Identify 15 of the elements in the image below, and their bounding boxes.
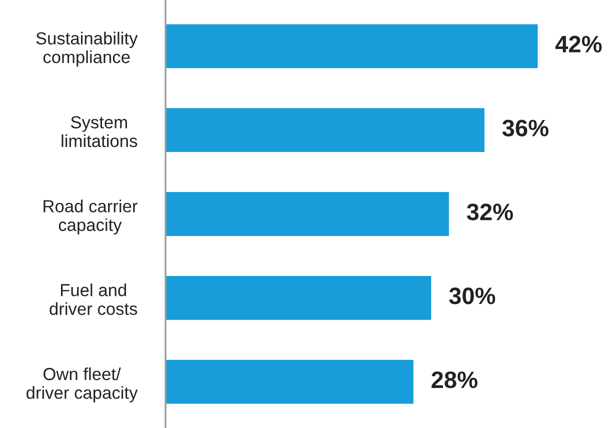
bar [166, 106, 486, 154]
bar [166, 358, 415, 406]
y-tick-label: System limitations [62, 116, 138, 148]
bar [166, 274, 433, 322]
y-tick-label: Sustainability compliance [36, 32, 138, 67]
bar [166, 22, 540, 70]
bar [166, 190, 450, 238]
y-tick-label: Own fleet/ driver capacity [26, 367, 138, 402]
y-tick-label: Road carrier capacity [44, 200, 138, 234]
y-tick-label: Fuel and driver costs [50, 284, 138, 315]
data-label: 30% [449, 288, 496, 304]
data-label: 32% [466, 204, 513, 220]
data-label: 42% [555, 36, 602, 52]
data-label: 36% [502, 120, 548, 136]
data-label: 28% [432, 371, 478, 388]
